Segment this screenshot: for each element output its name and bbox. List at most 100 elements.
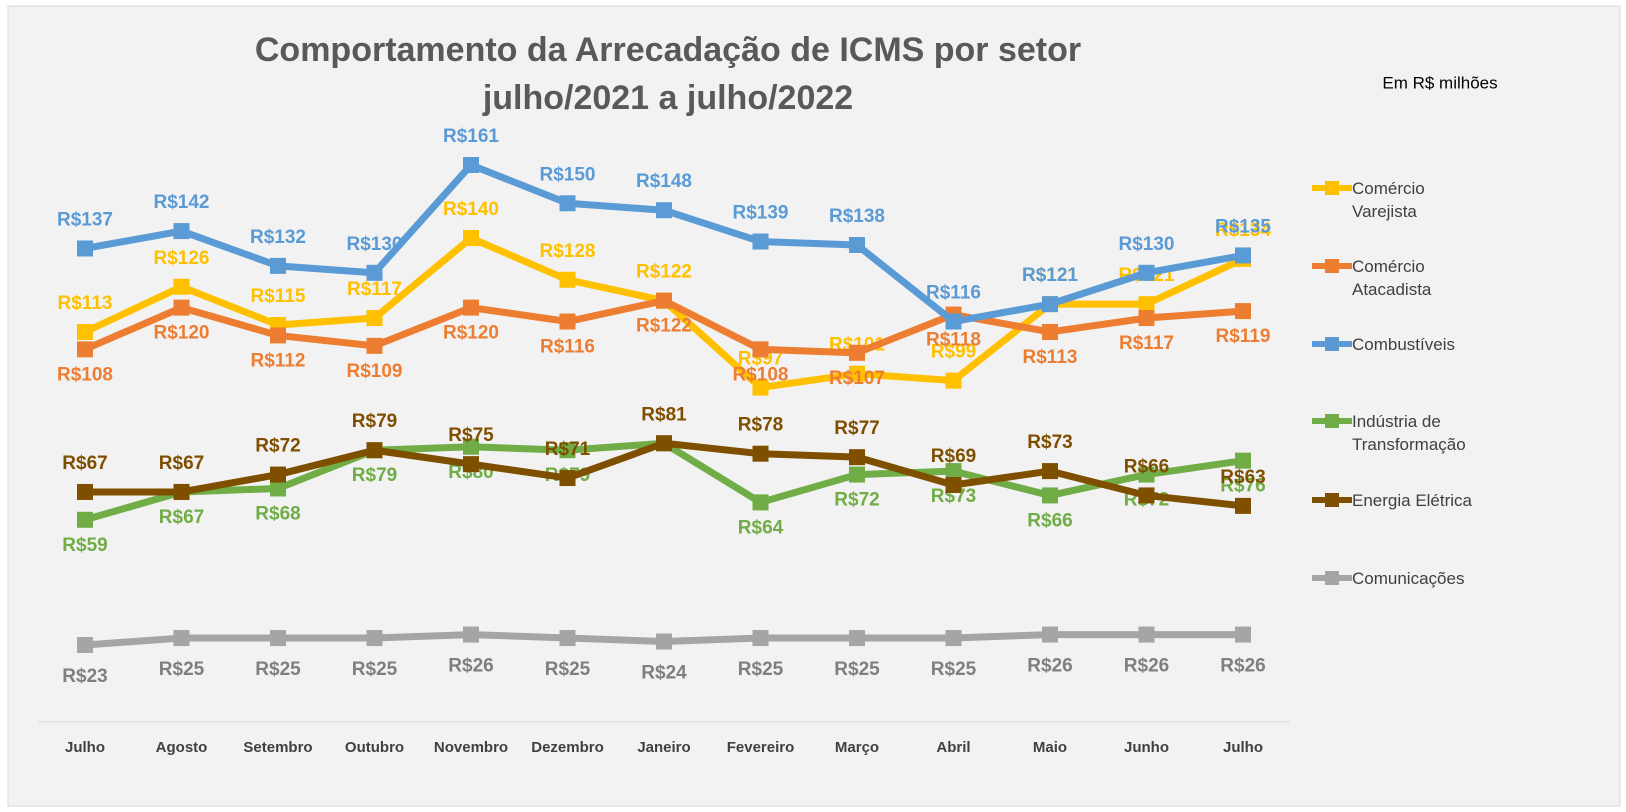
x-tick-label: Julho — [65, 739, 105, 756]
legend-swatch — [1312, 567, 1352, 589]
x-tick-label: Fevereiro — [727, 739, 795, 756]
point-marker — [559, 470, 576, 487]
chart-area — [7, 5, 1621, 807]
data-label: R$113 — [1023, 347, 1078, 368]
point-marker — [656, 292, 672, 309]
data-label: R$142 — [154, 192, 210, 213]
point-marker — [656, 435, 672, 452]
data-label: R$25 — [545, 659, 591, 680]
point-marker — [1042, 463, 1058, 480]
point-marker — [849, 466, 865, 483]
point-marker — [463, 456, 479, 473]
data-label: R$66 — [1124, 456, 1169, 477]
data-label: R$128 — [540, 241, 596, 262]
point-marker — [945, 477, 962, 493]
data-label: R$108 — [57, 364, 113, 385]
data-label: R$121 — [1022, 265, 1078, 286]
point-marker — [366, 442, 383, 459]
point-marker — [173, 299, 190, 316]
data-label: R$25 — [834, 659, 880, 680]
x-tick-label: Julho — [1223, 739, 1263, 756]
data-label: R$135 — [1215, 216, 1271, 237]
point-marker — [849, 365, 865, 382]
point-marker — [1138, 466, 1155, 483]
point-marker — [1042, 626, 1058, 643]
legend-entry: Indústria de Transformação — [1312, 410, 1492, 456]
data-label: R$120 — [443, 323, 499, 344]
data-label: R$26 — [448, 656, 493, 677]
point-marker — [559, 442, 576, 459]
data-label: R$126 — [154, 248, 210, 269]
data-label: R$97 — [738, 349, 783, 370]
data-label: R$112 — [251, 350, 306, 371]
point-marker — [1235, 247, 1251, 264]
data-label: R$122 — [636, 262, 692, 283]
data-label: R$66 — [1027, 510, 1072, 531]
data-label: R$25 — [738, 659, 784, 680]
legend-label: Indústria de Transformação — [1352, 412, 1466, 454]
data-label: R$63 — [1220, 467, 1265, 488]
data-label: R$79 — [352, 465, 397, 486]
point-marker — [270, 257, 286, 274]
point-marker — [463, 299, 479, 316]
x-tick-label: Maio — [1033, 739, 1067, 756]
x-tick-label: Abril — [936, 739, 970, 756]
data-label: R$113 — [58, 293, 113, 314]
point-marker — [752, 379, 769, 396]
point-marker — [270, 630, 286, 647]
point-marker — [1042, 487, 1058, 504]
data-label: R$138 — [829, 206, 885, 227]
data-label: R$23 — [62, 666, 107, 687]
point-marker — [463, 230, 479, 247]
point-marker — [1138, 296, 1155, 313]
data-label: R$130 — [1119, 234, 1175, 255]
point-marker — [366, 630, 383, 647]
data-label: R$64 — [738, 517, 784, 538]
data-label: R$130 — [347, 234, 403, 255]
point-marker — [270, 466, 286, 483]
legend-label: Combustíveis — [1352, 335, 1455, 354]
x-tick-label: Janeiro — [637, 739, 690, 756]
point-marker — [752, 494, 769, 511]
x-tick-label: Novembro — [434, 739, 508, 756]
x-tick-label: Junho — [1124, 739, 1169, 756]
unit-note: Em R$ milhões — [1382, 73, 1497, 92]
point-marker — [849, 630, 865, 647]
point-marker — [849, 449, 865, 466]
x-tick-label: Março — [835, 739, 879, 756]
data-label: R$73 — [931, 486, 976, 507]
data-label: R$25 — [931, 659, 977, 680]
point-marker — [945, 630, 962, 647]
data-label: R$71 — [545, 439, 591, 460]
point-marker — [559, 195, 576, 212]
point-marker — [752, 233, 769, 250]
point-marker — [849, 344, 865, 361]
data-label: R$120 — [154, 323, 210, 344]
point-marker — [463, 157, 479, 173]
data-label: R$116 — [540, 337, 595, 358]
point-marker — [173, 278, 190, 295]
point-marker — [77, 323, 93, 340]
data-label: R$107 — [829, 368, 885, 389]
point-marker — [366, 264, 383, 281]
legend-entry: Comércio Varejista — [1312, 177, 1492, 223]
point-marker — [559, 271, 576, 288]
data-label: R$77 — [834, 418, 879, 439]
legend-label: Comércio Varejista — [1352, 179, 1425, 221]
data-label: R$26 — [1027, 656, 1072, 677]
point-marker — [656, 633, 672, 650]
point-marker — [1235, 303, 1251, 320]
data-label: R$73 — [1027, 432, 1072, 453]
point-marker — [463, 438, 479, 455]
data-label: R$72 — [834, 490, 879, 511]
data-label: R$81 — [641, 404, 687, 425]
legend-label: Energia Elétrica — [1352, 491, 1473, 510]
data-label: R$139 — [733, 203, 789, 224]
legend-entry: Comunicações — [1312, 567, 1492, 590]
data-label: R$148 — [636, 171, 692, 192]
data-label: R$76 — [1220, 476, 1265, 497]
legend-entry: Combustíveis — [1312, 333, 1492, 356]
data-label: R$78 — [738, 415, 783, 436]
point-marker — [77, 483, 93, 500]
point-marker — [559, 630, 576, 647]
